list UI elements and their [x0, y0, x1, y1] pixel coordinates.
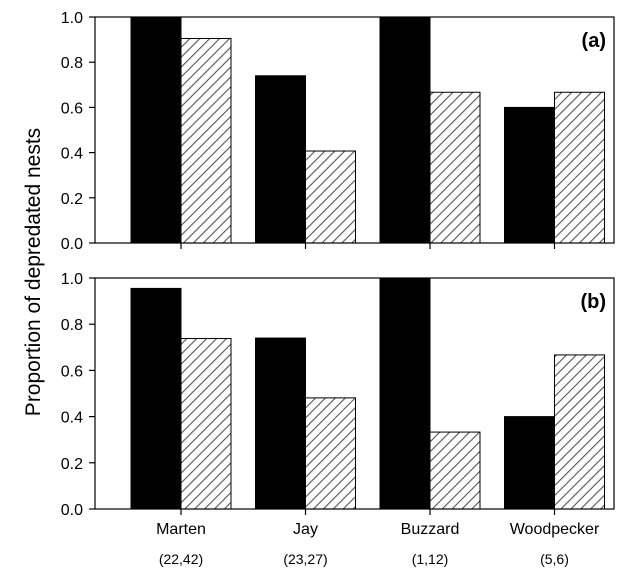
- bar-marten-solid: [130, 16, 182, 244]
- x-category-label: Woodpecker: [510, 521, 600, 538]
- plot-frame: [94, 16, 615, 244]
- bar-jay-solid: [255, 337, 306, 510]
- bar-jay-hatched: [305, 150, 356, 244]
- bar-jay-hatched: [305, 397, 356, 510]
- y-tick-label: 0.6: [61, 100, 83, 117]
- bar-buzzard-solid: [379, 16, 431, 244]
- chart-panel-b: 0.0 0.2 0.4 0.6 0.8 1.0 (b): [61, 271, 615, 519]
- x-category-label: Buzzard: [401, 521, 460, 538]
- x-category-label: Jay: [293, 521, 318, 538]
- bar-marten-hatched: [180, 338, 232, 510]
- x-sample-size-label: (5,6): [540, 551, 569, 567]
- y-axis-label: Proportion of depredated nests: [22, 128, 45, 416]
- y-tick-label: 0.4: [61, 410, 83, 427]
- chart-panels: 0.0 0.2 0.4 0.6 0.8 1.0 (a) 0.0 0.2 0.4 0.6 0.8 1.0 (…: [61, 10, 615, 519]
- bar-woodpecker-hatched: [554, 354, 605, 510]
- x-sample-size-label: (1,12): [412, 551, 449, 567]
- bar-marten-solid: [130, 287, 182, 510]
- x-sample-size-label: (23,27): [283, 551, 327, 567]
- bar-jay-solid: [255, 75, 306, 244]
- plot-frame: [94, 277, 615, 510]
- y-tick-label: 0.8: [61, 317, 83, 334]
- bar-woodpecker-hatched: [554, 91, 605, 244]
- bar-buzzard-solid: [379, 277, 431, 510]
- bar-buzzard-hatched: [429, 91, 481, 244]
- chart-panel-a: 0.0 0.2 0.4 0.6 0.8 1.0 (a): [61, 10, 615, 253]
- y-tick-label: 1.0: [61, 10, 83, 27]
- x-sample-size-label: (22,42): [159, 551, 203, 567]
- y-tick-label: 0.6: [61, 363, 83, 380]
- panel-label: (a): [582, 30, 606, 52]
- panel-label: (b): [580, 291, 606, 313]
- y-tick-label: 0.0: [61, 236, 83, 253]
- y-tick-label: 0.8: [61, 55, 83, 72]
- bar-woodpecker-solid: [504, 106, 555, 244]
- y-tick-label: 0.2: [61, 456, 83, 473]
- bar-buzzard-hatched: [429, 431, 481, 510]
- x-axis-labels: Marten (22,42) Jay (23,27) Buzzard (1,12) Wood…: [156, 521, 600, 567]
- y-tick-label: 1.0: [61, 271, 83, 288]
- bar-marten-hatched: [180, 37, 232, 244]
- y-tick-label: 0.4: [61, 146, 83, 163]
- y-tick-label: 0.2: [61, 191, 83, 208]
- y-tick-label: 0.0: [61, 502, 83, 519]
- x-category-label: Marten: [156, 521, 206, 538]
- bar-woodpecker-solid: [504, 416, 555, 510]
